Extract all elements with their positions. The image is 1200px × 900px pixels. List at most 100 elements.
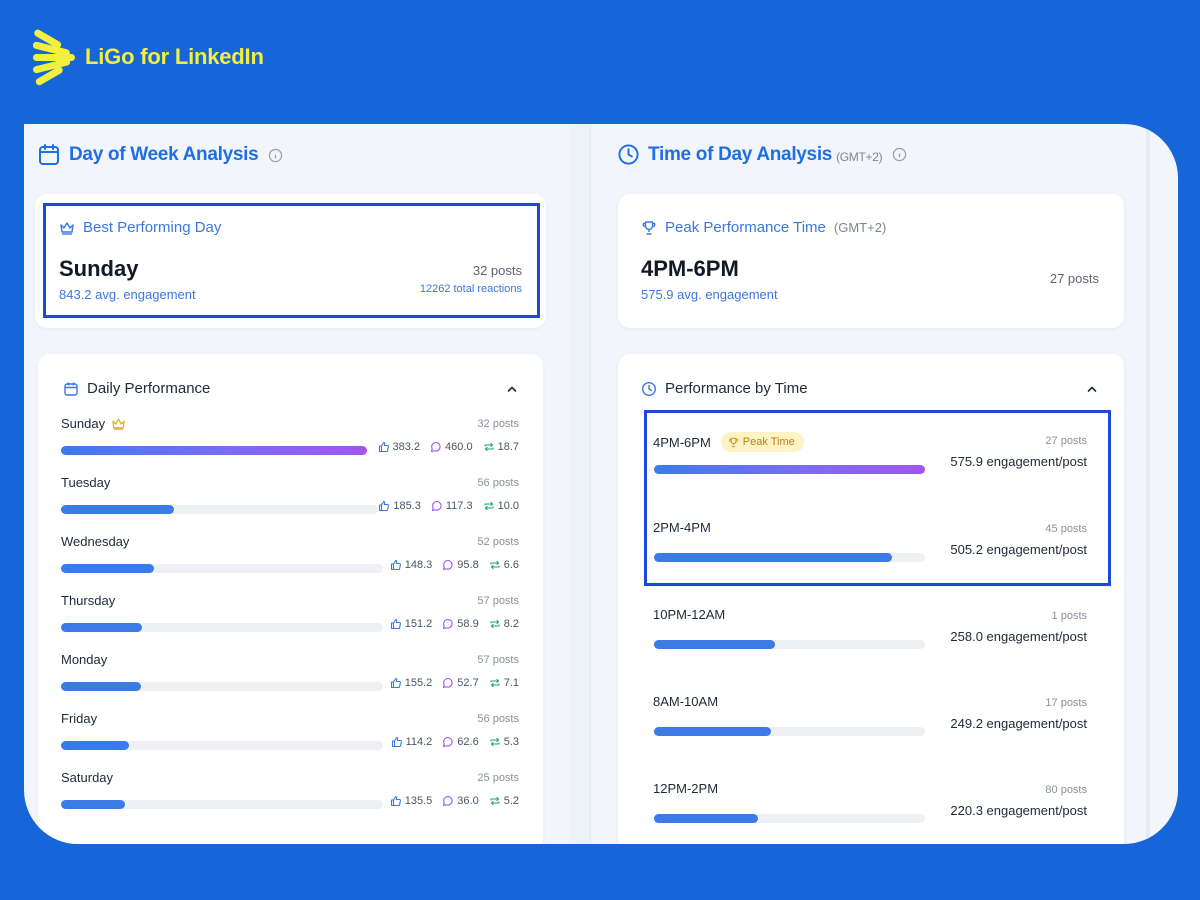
info-icon[interactable] <box>892 147 907 162</box>
reposts-metric: 7.1 <box>489 677 519 689</box>
engagement-per-post: 575.9 engagement/post <box>950 454 1087 469</box>
repost-icon <box>484 442 494 452</box>
comments-metric: 62.6 <box>442 736 479 748</box>
engagement-bar-track <box>61 505 378 514</box>
post-count: 17 posts <box>1045 697 1087 709</box>
engagement-bar-track <box>654 465 925 474</box>
day-name: Friday <box>61 711 98 726</box>
post-count: 56 posts <box>477 713 519 725</box>
engagement-metrics: 151.2 58.9 8.2 <box>380 618 519 630</box>
collapse-chevron-icon[interactable] <box>1086 383 1098 395</box>
comments-metric: 117.3 <box>431 500 473 512</box>
collapse-chevron-icon[interactable] <box>506 383 518 395</box>
reposts-metric: 6.6 <box>489 559 519 571</box>
calendar-icon <box>64 382 78 396</box>
likes-metric: 383.2 <box>378 441 420 453</box>
likes-metric: 148.3 <box>390 559 432 571</box>
day-of-week-title: Day of Week Analysis <box>37 143 291 167</box>
engagement-per-post: 220.3 engagement/post <box>950 803 1087 818</box>
column-divider <box>569 124 591 844</box>
day-row: Wednesday 52 posts 148.3 95.8 6.6 <box>61 534 519 582</box>
best-day-card <box>35 194 546 328</box>
brand-name: LiGo for LinkedIn <box>85 44 264 69</box>
comment-icon <box>443 559 453 571</box>
likes-metric: 114.2 <box>391 736 432 748</box>
peak-time-label: Peak Performance Time (GMT+2) <box>641 219 886 236</box>
comment-icon <box>443 736 453 748</box>
peak-time-posts: 27 posts <box>1049 271 1099 286</box>
time-slot-row: 10PM-12AM 1 posts 258.0 engagement/post <box>653 607 1087 667</box>
day-name: Monday <box>61 652 108 667</box>
repost-icon <box>490 796 500 806</box>
engagement-bar-fill <box>61 564 155 573</box>
repost-icon <box>490 737 500 747</box>
engagement-bar-track <box>654 814 925 823</box>
comments-metric: 52.7 <box>442 677 479 689</box>
reposts-metric: 18.7 <box>483 441 519 453</box>
engagement-bar-fill <box>654 640 776 649</box>
post-count: 1 posts <box>1051 610 1087 622</box>
best-day-reactions: 12262 total reactions <box>419 283 522 295</box>
ligo-logo-icon <box>33 29 75 86</box>
post-count: 27 posts <box>1045 435 1087 447</box>
time-slot-label: 8AM-10AM <box>653 694 719 709</box>
day-name: Wednesday <box>61 534 130 549</box>
engagement-bar-track <box>61 800 383 809</box>
engagement-bar-fill <box>61 446 367 455</box>
daily-performance-card <box>38 354 543 844</box>
post-count: 56 posts <box>477 477 519 489</box>
clock-icon <box>641 381 657 396</box>
comment-icon <box>443 677 453 689</box>
engagement-per-post: 249.2 engagement/post <box>950 716 1087 731</box>
comments-metric: 58.9 <box>442 618 479 630</box>
like-icon <box>390 559 401 571</box>
like-icon <box>378 441 389 453</box>
engagement-metrics: 135.5 36.0 5.2 <box>380 795 519 807</box>
engagement-bar-fill <box>654 553 892 562</box>
daily-performance-header[interactable]: Daily Performance <box>63 380 210 397</box>
clock-icon <box>618 144 639 165</box>
day-name: Thursday <box>61 593 116 608</box>
engagement-bar-fill <box>654 465 925 474</box>
repost-icon <box>490 619 500 629</box>
engagement-bar-fill <box>61 800 126 809</box>
like-icon <box>379 500 390 512</box>
engagement-metrics: 114.2 62.6 5.3 <box>381 736 519 748</box>
post-count: 32 posts <box>477 418 519 430</box>
time-slot-row: 12PM-2PM 80 posts 220.3 engagement/post <box>653 781 1087 841</box>
performance-by-time-header[interactable]: Performance by Time <box>641 380 808 397</box>
likes-metric: 155.2 <box>390 677 432 689</box>
day-row: Thursday 57 posts 151.2 58.9 8.2 <box>61 593 519 641</box>
info-icon[interactable] <box>268 148 283 163</box>
engagement-metrics: 383.2 460.0 18.7 <box>368 441 519 453</box>
day-row: Sunday 32 posts 383.2 460.0 18.7 <box>61 416 519 464</box>
analytics-panel: Day of Week Analysis Best Performing Day… <box>24 124 1178 844</box>
post-count: 52 posts <box>477 536 519 548</box>
best-day-avg: 843.2 avg. engagement <box>59 287 196 302</box>
comments-metric: 460.0 <box>430 441 473 453</box>
time-of-day-title: Time of Day Analysis (GMT+2) <box>617 143 915 166</box>
peak-time-avg: 575.9 avg. engagement <box>641 287 778 302</box>
engagement-bar-track <box>61 682 383 691</box>
day-name: Saturday <box>61 770 114 785</box>
peak-time-card <box>618 194 1124 328</box>
engagement-bar-fill <box>61 623 142 632</box>
engagement-bar-track <box>654 640 925 649</box>
comment-icon <box>443 618 453 630</box>
time-slot-label: 2PM-4PM <box>653 520 711 535</box>
post-count: 57 posts <box>477 654 519 666</box>
engagement-bar-fill <box>61 682 141 691</box>
engagement-bar-track <box>61 446 367 455</box>
repost-icon <box>484 501 494 511</box>
engagement-bar-fill <box>61 741 129 750</box>
post-count: 25 posts <box>477 772 519 784</box>
crown-icon <box>60 221 74 235</box>
engagement-bar-fill <box>61 505 175 514</box>
day-row: Tuesday 56 posts 185.3 117.3 10.0 <box>61 475 519 523</box>
comment-icon <box>443 795 453 807</box>
engagement-bar-track <box>61 564 383 573</box>
peak-time-value: 4PM-6PM <box>641 256 739 281</box>
comment-icon <box>430 441 441 453</box>
day-name: Sunday <box>61 416 126 431</box>
post-count: 80 posts <box>1045 784 1087 796</box>
